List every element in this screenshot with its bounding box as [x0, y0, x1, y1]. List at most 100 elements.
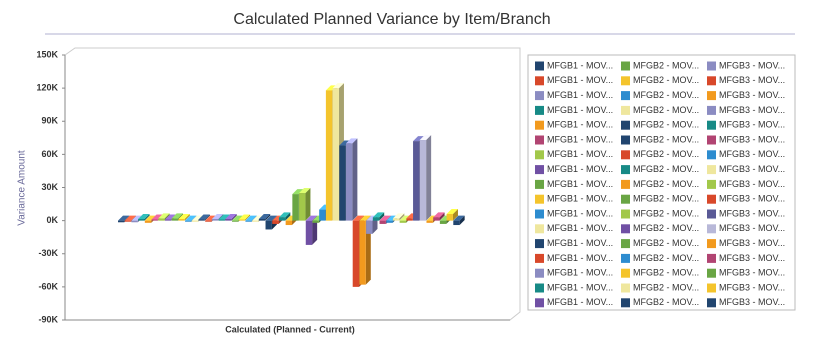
legend-label: MFGB2 - MOV...	[633, 268, 699, 278]
bar	[359, 220, 366, 285]
legend-label: MFGB1 - MOV...	[547, 120, 613, 130]
bar	[292, 194, 299, 221]
legend-swatch	[621, 268, 630, 278]
bar	[118, 220, 125, 223]
legend-swatch	[535, 179, 544, 189]
bars	[118, 83, 465, 287]
legend-label: MFGB2 - MOV...	[633, 134, 699, 144]
bar	[151, 219, 158, 221]
bar	[413, 141, 420, 221]
legend-swatch	[707, 105, 716, 115]
legend-swatch	[535, 239, 544, 249]
bar-top	[218, 214, 230, 220]
y-tick-label: 90K	[41, 116, 58, 126]
bar	[433, 217, 440, 221]
bar-top	[372, 212, 385, 218]
bar	[366, 220, 373, 234]
legend-swatch	[621, 253, 630, 263]
legend-swatch	[621, 120, 630, 130]
legend-swatch	[621, 239, 630, 249]
y-tick-label: -60K	[38, 281, 58, 291]
legend-swatch	[707, 224, 716, 234]
legend-label: MFGB1 - MOV...	[547, 223, 613, 233]
bar-top	[392, 213, 405, 219]
bar-top	[305, 215, 318, 221]
bar	[191, 220, 199, 222]
bar-top	[413, 136, 425, 142]
legend-label: MFGB2 - MOV...	[633, 105, 699, 115]
legend-label: MFGB3 - MOV...	[719, 223, 785, 233]
legend-swatch	[621, 283, 630, 293]
bar-side	[352, 138, 358, 221]
legend-swatch	[621, 298, 630, 308]
legend-swatch	[621, 61, 630, 71]
bar-side	[184, 213, 190, 221]
legend-swatch	[707, 61, 716, 71]
bar-top	[198, 214, 210, 220]
bar-top	[225, 213, 237, 219]
bar	[299, 193, 306, 221]
bar-side	[379, 212, 385, 221]
bar	[144, 220, 152, 223]
bar	[399, 220, 407, 223]
legend-swatch	[535, 268, 544, 278]
bar-top	[379, 215, 391, 221]
bar	[346, 143, 353, 221]
legend-swatch	[707, 120, 716, 130]
bar-side	[245, 214, 251, 221]
legend-swatch	[535, 76, 544, 86]
legend-swatch	[535, 165, 544, 175]
legend-label: MFGB2 - MOV...	[633, 149, 699, 159]
bar-top	[433, 212, 445, 218]
bar-side	[231, 213, 237, 221]
bar-top	[278, 212, 291, 218]
legend-label: MFGB1 - MOV...	[547, 164, 613, 174]
x-tick-label: Calculated (Planned - Current)	[225, 324, 355, 334]
y-tick-label: 30K	[41, 182, 58, 192]
legend-label: MFGB2 - MOV...	[633, 164, 699, 174]
y-tick-label: 60K	[41, 149, 58, 159]
bar	[232, 220, 239, 222]
bar-top	[185, 215, 197, 221]
legend-swatch	[707, 253, 716, 263]
bar-top	[258, 213, 271, 219]
legend-label: MFGB3 - MOV...	[719, 164, 785, 174]
bar	[218, 219, 225, 221]
y-axis-title: Variance Amount	[17, 150, 28, 226]
bar	[312, 220, 319, 223]
legend-swatch	[535, 105, 544, 115]
bar	[325, 90, 333, 221]
legend-swatch	[621, 135, 630, 145]
bar-top	[124, 215, 137, 221]
legend-label: MFGB1 - MOV...	[547, 134, 613, 144]
legend-label: MFGB1 - MOV...	[547, 297, 613, 307]
bar	[124, 220, 132, 222]
bar	[164, 219, 172, 221]
legend-label: MFGB2 - MOV...	[633, 208, 699, 218]
bar-side	[426, 135, 432, 221]
bar-top	[332, 83, 344, 89]
bar	[198, 219, 205, 221]
legend-label: MFGB2 - MOV...	[633, 253, 699, 263]
legend-label: MFGB3 - MOV...	[719, 90, 785, 100]
legend-swatch	[707, 76, 716, 86]
legend-swatch	[535, 283, 544, 293]
bar-top	[352, 215, 365, 221]
legend-label: MFGB1 - MOV...	[547, 75, 613, 85]
legend-label: MFGB1 - MOV...	[547, 238, 613, 248]
y-tick-label: 120K	[36, 83, 58, 93]
legend-label: MFGB1 - MOV...	[547, 282, 613, 292]
legend-swatch	[707, 91, 716, 101]
bar-top	[453, 215, 465, 221]
legend-swatch	[535, 61, 544, 71]
legend-label: MFGB3 - MOV...	[719, 253, 785, 263]
bar	[131, 220, 138, 223]
bar	[406, 218, 413, 221]
bar-top	[419, 135, 432, 141]
bar-side	[265, 213, 271, 221]
bar-top	[238, 214, 251, 220]
legend-label: MFGB1 - MOV...	[547, 194, 613, 204]
legend-swatch	[707, 194, 716, 204]
bar-side	[204, 214, 210, 221]
